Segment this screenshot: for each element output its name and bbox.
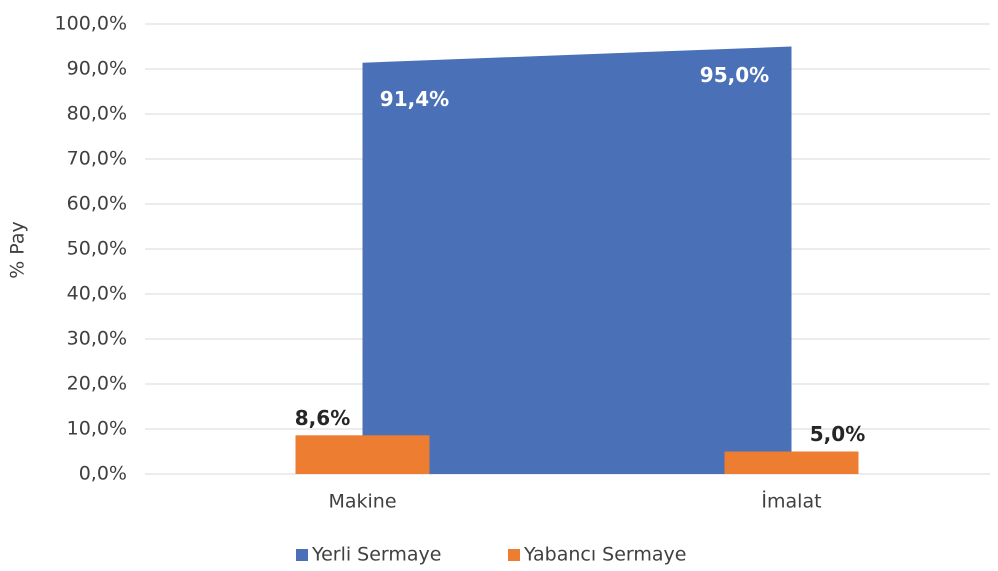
y-tick-label: 40,0% — [67, 283, 127, 305]
y-tick-label: 0,0% — [79, 463, 127, 485]
data-label: 91,4% — [380, 87, 449, 111]
y-tick-label: 90,0% — [67, 58, 127, 80]
data-label: 8,6% — [295, 406, 350, 430]
x-tick-label: İmalat — [761, 490, 821, 513]
y-axis-label: % Pay — [7, 221, 29, 279]
y-tick-label: 80,0% — [67, 103, 127, 125]
y-tick-label: 10,0% — [67, 418, 127, 440]
bar — [724, 451, 859, 474]
legend-swatch — [296, 549, 308, 561]
legend-swatch — [508, 549, 520, 561]
y-tick-label: 50,0% — [67, 238, 127, 260]
legend-label: Yerli Sermaye — [311, 544, 442, 566]
data-label: 5,0% — [810, 422, 865, 446]
legend-label: Yabancı Sermaye — [523, 544, 686, 566]
data-label: 95,0% — [700, 63, 769, 87]
bar — [295, 435, 430, 474]
y-tick-label: 100,0% — [55, 13, 127, 35]
y-tick-label: 20,0% — [67, 373, 127, 395]
y-tick-label: 60,0% — [67, 193, 127, 215]
x-tick-label: Makine — [328, 491, 396, 513]
area — [362, 46, 792, 474]
y-tick-label: 70,0% — [67, 148, 127, 170]
y-tick-label: 30,0% — [67, 328, 127, 350]
